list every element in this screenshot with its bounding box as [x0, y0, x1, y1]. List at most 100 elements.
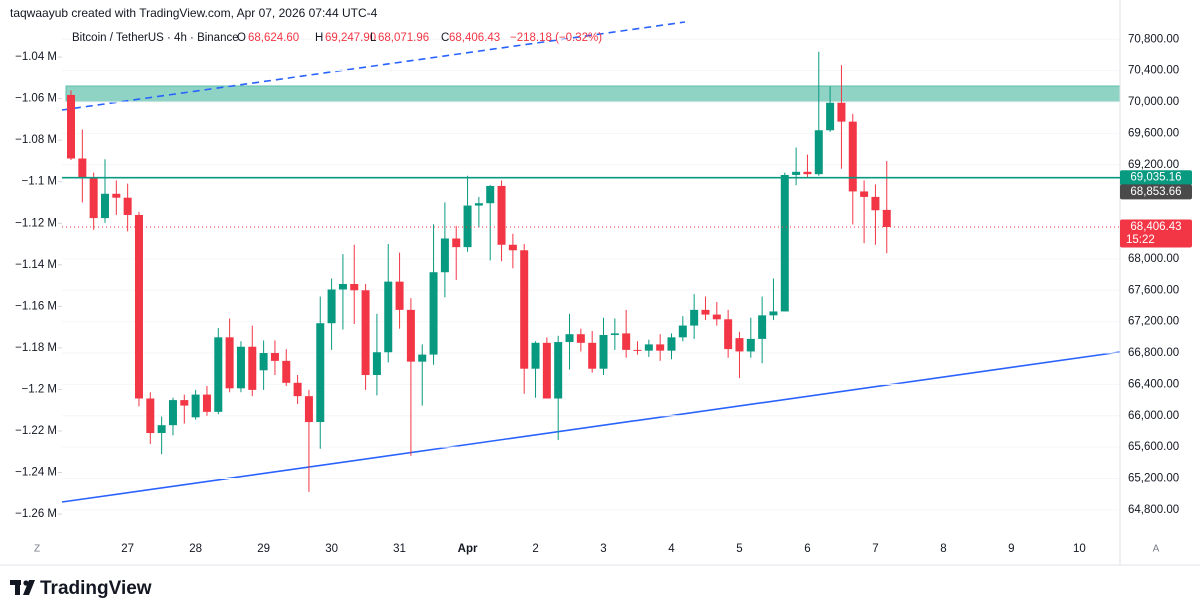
candle-body — [576, 334, 585, 343]
candle-body — [622, 333, 631, 350]
legend-value: 68,071.96 — [378, 32, 429, 44]
trendline — [61, 351, 1121, 503]
candle-body — [780, 174, 789, 312]
candle-body — [406, 309, 415, 362]
candle-body — [372, 352, 381, 375]
y2-tick-label: −1.2 M — [22, 383, 57, 395]
y-tick-label: 66,800.00 — [1128, 347, 1179, 359]
candle-body — [520, 250, 529, 369]
x-tick-label: 7 — [872, 543, 878, 555]
candle-body — [848, 121, 857, 192]
dashed-trendline — [61, 21, 686, 111]
candle-body — [236, 346, 245, 389]
candle-body — [350, 283, 359, 291]
attribution: taqwaayub created with TradingView.com, … — [10, 6, 378, 20]
candle-body — [270, 353, 279, 361]
candle-body — [361, 290, 370, 375]
y2-tick-label: −1.26 M — [15, 508, 57, 520]
y-tick-label: 66,000.00 — [1128, 410, 1179, 422]
y2-tick-label: −1.1 M — [22, 176, 57, 188]
candle-body — [134, 214, 143, 399]
brand: TradingView — [40, 578, 152, 599]
candle-body — [180, 400, 189, 406]
candle-body — [758, 315, 767, 339]
x-tick-label: 29 — [257, 543, 270, 555]
candle-body — [202, 394, 211, 412]
candle-body — [384, 281, 393, 353]
candle-body — [304, 396, 313, 423]
candle-body — [508, 244, 517, 251]
price-label: 68,406.43 — [1130, 221, 1181, 233]
y2-tick-label: −1.16 M — [15, 300, 57, 312]
candle-body — [826, 102, 835, 131]
legend-value: 68,406.43 — [449, 32, 500, 44]
candle-body — [746, 338, 755, 352]
auto-button[interactable]: A — [1153, 544, 1160, 555]
candle-body — [463, 205, 472, 248]
candle-body — [146, 398, 155, 434]
candle-body — [78, 158, 87, 178]
timezone-button[interactable]: Z — [34, 544, 40, 555]
legend-key: C — [441, 32, 449, 44]
y-tick-label: 65,200.00 — [1128, 473, 1179, 485]
candle-body — [667, 337, 676, 351]
legend-value: 68,624.60 — [248, 32, 299, 44]
candle-body — [588, 342, 597, 369]
candle-body — [610, 333, 619, 335]
candle-body — [497, 185, 506, 245]
candle-body — [293, 382, 302, 397]
y-tick-label: 70,000.00 — [1128, 96, 1179, 108]
x-tick-label: 27 — [121, 543, 134, 555]
candle-body — [678, 325, 687, 338]
supply-zone — [65, 85, 1121, 103]
candle-body — [871, 196, 880, 211]
candle-body — [769, 311, 778, 316]
y-tick-label: 67,600.00 — [1128, 284, 1179, 296]
y-tick-label: 68,000.00 — [1128, 253, 1179, 265]
y-tick-label: 65,600.00 — [1128, 441, 1179, 453]
candle-body — [316, 323, 325, 423]
candle-body — [225, 337, 234, 389]
price-label-box — [1120, 219, 1192, 248]
candle-body — [882, 209, 891, 228]
candle-body — [690, 309, 699, 326]
price-label-box — [1120, 170, 1192, 186]
candle-body — [803, 171, 812, 175]
candle-body — [656, 344, 665, 351]
candle-body — [282, 360, 291, 383]
candle-body — [338, 283, 347, 290]
candle-body — [474, 203, 483, 206]
candle-body — [599, 334, 608, 369]
legend-key: O — [237, 32, 246, 44]
candle-body — [123, 197, 132, 215]
y-tick-label: 66,400.00 — [1128, 378, 1179, 390]
candle-body — [168, 400, 177, 426]
price-label-time: 15:22 — [1126, 234, 1155, 246]
y-tick-label: 67,200.00 — [1128, 316, 1179, 328]
y2-tick-label: −1.22 M — [15, 425, 57, 437]
candle-body — [191, 394, 200, 418]
x-tick-label: 8 — [940, 543, 946, 555]
candle-body — [554, 342, 563, 399]
candle-body — [565, 334, 574, 343]
candle-body — [440, 238, 449, 273]
candle-body — [701, 309, 710, 315]
candle-body — [531, 342, 540, 369]
y-tick-label: 70,800.00 — [1128, 33, 1179, 45]
y2-tick-label: −1.12 M — [15, 217, 57, 229]
x-tick-label: 9 — [1008, 543, 1014, 555]
candle-body — [327, 289, 336, 324]
legend-change: −218.18 (−0.32%) — [510, 32, 602, 44]
plot-area — [62, 38, 1120, 511]
candle-body — [712, 314, 721, 320]
x-tick-label: 4 — [668, 543, 675, 555]
candle-body — [89, 177, 98, 219]
x-tick-label: 5 — [736, 543, 742, 555]
x-tick-label: 10 — [1073, 543, 1086, 555]
candle-body — [724, 319, 733, 350]
candle-body — [67, 94, 75, 159]
x-tick-label: 3 — [600, 543, 606, 555]
candle-body — [837, 102, 846, 122]
y2-tick-label: −1.14 M — [15, 259, 57, 271]
